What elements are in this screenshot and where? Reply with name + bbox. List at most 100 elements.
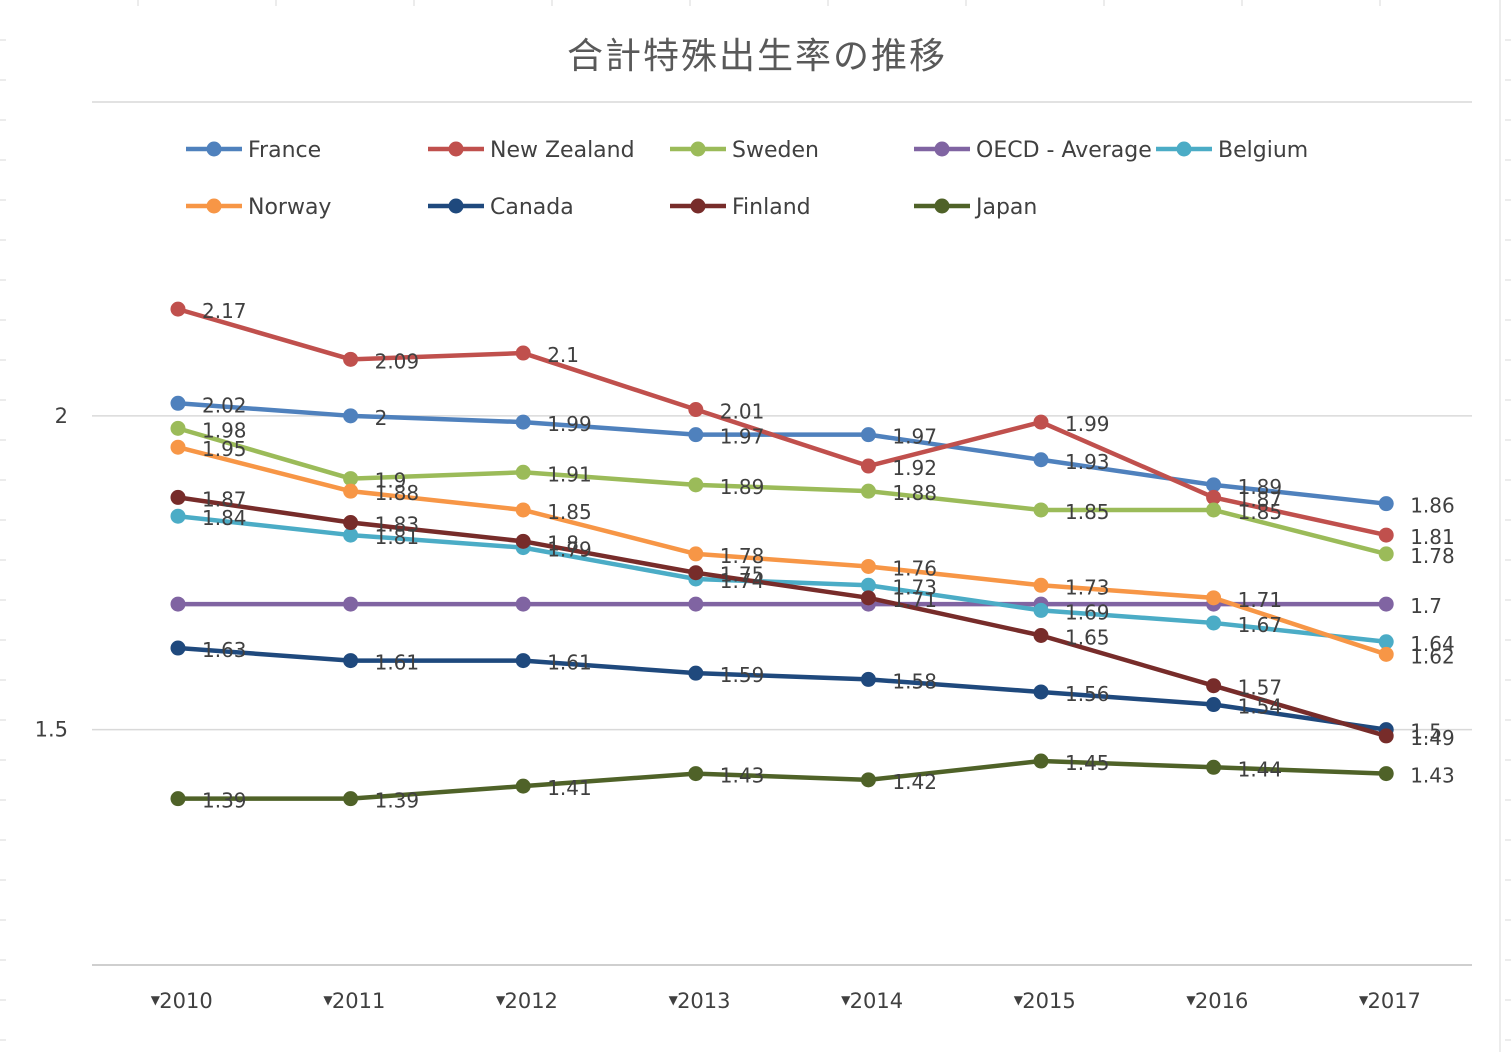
data-point [1378,546,1394,562]
data-label: 2.1 [547,343,579,367]
data-label: 1.73 [892,575,937,599]
data-point [688,565,704,581]
data-point [343,527,359,543]
x-tick-label: 2017 [1367,989,1420,1013]
legend-item[interactable]: Belgium [1156,138,1308,163]
legend-item[interactable]: Japan [914,195,1037,220]
series-line [177,495,1387,739]
data-point [688,402,704,418]
legend-item[interactable]: Finland [670,195,811,220]
data-point [515,596,531,612]
data-point [1033,502,1049,518]
x-tick-label: 2013 [677,989,730,1013]
data-label: 2.02 [202,393,247,417]
filter-dropdown-icon[interactable]: ▼ [1186,993,1196,1007]
data-label: 1.99 [547,412,592,436]
legend-label: Japan [974,195,1037,220]
data-label: 1.85 [1065,500,1110,524]
data-label: 1.39 [202,789,247,813]
filter-dropdown-icon[interactable]: ▼ [496,993,506,1007]
data-point [688,665,704,681]
x-tick-label: 2010 [159,989,212,1013]
legend-label: Belgium [1218,138,1308,163]
data-label: 1.86 [1410,494,1455,518]
filter-dropdown-icon[interactable]: ▼ [323,993,333,1007]
data-label: 1.5 [1410,720,1442,744]
legend-marker [690,198,706,214]
data-point [860,427,876,443]
data-label: 1.88 [375,481,420,505]
data-label: 1.62 [1410,644,1455,668]
y-tick-label: 2 [55,404,68,428]
data-point [688,546,704,562]
series-line [177,445,1387,657]
data-label: 1.8 [547,531,579,555]
data-label: 1.63 [202,638,247,662]
data-label: 1.9 [375,469,407,493]
data-label: 1.92 [892,456,937,480]
data-label: 1.75 [720,563,765,587]
chart-legend[interactable]: France New Zealand Sweden OECD - Average Bel… [186,138,1308,220]
data-point [170,489,186,505]
legend-item[interactable]: New Zealand [428,138,635,163]
data-label: 1.99 [1065,412,1110,436]
data-label: 1.79 [547,538,592,562]
data-point [1033,684,1049,700]
legend-item[interactable]: OECD - Average [914,138,1152,163]
data-label: 1.43 [1410,764,1455,788]
data-point [860,458,876,474]
data-point [343,408,359,424]
series-japan [170,753,1394,807]
data-point [1033,602,1049,618]
x-tick-label: 2011 [332,989,385,1013]
series-france [170,395,1394,512]
data-label: 1.56 [1065,682,1110,706]
legend-label: Finland [732,195,811,220]
series-new-zealand [170,301,1394,543]
data-label: 1.73 [1065,575,1110,599]
data-point [343,483,359,499]
legend-item[interactable]: France [186,138,321,163]
data-point [170,301,186,317]
legend-label: Norway [248,195,331,220]
series-line [177,306,1387,538]
data-point [1033,753,1049,769]
data-point [1378,496,1394,512]
x-tick-label: 2015 [1022,989,1075,1013]
data-point [170,395,186,411]
data-label: 1.81 [1410,525,1455,549]
filter-dropdown-icon[interactable]: ▼ [669,993,679,1007]
legend-marker [690,141,706,157]
data-point [1206,678,1222,694]
data-point [1378,596,1394,612]
filter-dropdown-icon[interactable]: ▼ [1359,993,1369,1007]
legend-label: Canada [490,195,574,220]
data-point [860,558,876,574]
data-point [515,533,531,549]
data-point [170,508,186,524]
data-label: 1.74 [720,569,765,593]
data-label: 1.64 [1410,632,1455,656]
data-point [1206,697,1222,713]
data-label: 2.17 [202,299,247,323]
data-point [343,351,359,367]
data-point [1033,577,1049,593]
legend-item[interactable]: Canada [428,195,574,220]
data-point [1378,728,1394,744]
data-label: 1.91 [547,462,592,486]
data-label: 1.76 [892,556,937,580]
filter-dropdown-icon[interactable]: ▼ [1014,993,1024,1007]
data-point [515,345,531,361]
legend-item[interactable]: Sweden [670,138,819,163]
legend-item[interactable]: Norway [186,195,331,220]
series-line [178,758,1387,801]
data-label: 1.59 [720,663,765,687]
data-point [170,640,186,656]
data-point [515,414,531,430]
series-line [177,401,1387,506]
data-label: 1.89 [1238,475,1283,499]
filter-dropdown-icon[interactable]: ▼ [841,993,851,1007]
filter-dropdown-icon[interactable]: ▼ [151,993,161,1007]
data-point [1206,489,1222,505]
data-point [1033,627,1049,643]
